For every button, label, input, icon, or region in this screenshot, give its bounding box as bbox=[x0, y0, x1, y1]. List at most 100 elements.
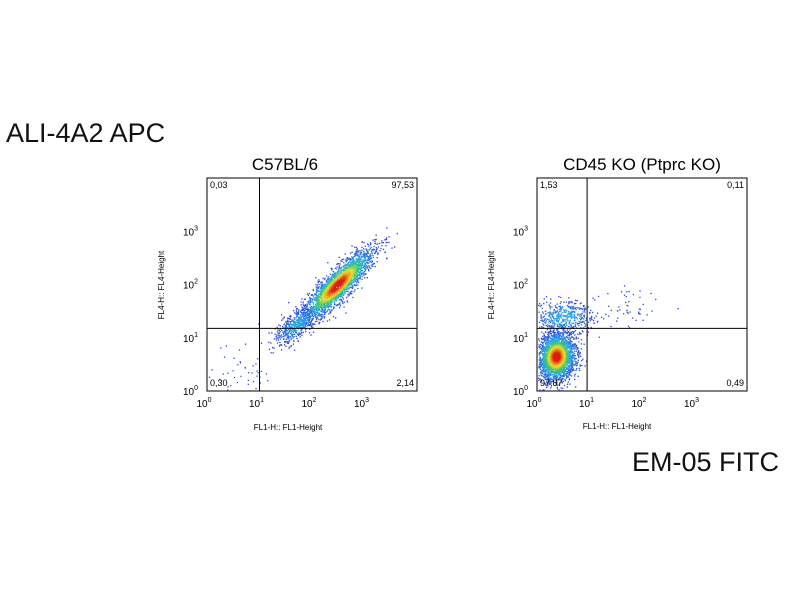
event-dot bbox=[255, 388, 257, 390]
event-dot bbox=[575, 338, 577, 340]
event-dot bbox=[552, 375, 554, 378]
event-dot bbox=[318, 283, 320, 286]
event-dot bbox=[377, 252, 379, 254]
event-dot bbox=[598, 336, 600, 338]
event-dot bbox=[297, 319, 300, 321]
event-dot bbox=[562, 378, 564, 380]
event-dot bbox=[580, 308, 583, 310]
event-dot bbox=[538, 351, 541, 354]
event-dot bbox=[303, 306, 305, 308]
event-dot bbox=[571, 300, 573, 303]
event-dot bbox=[361, 249, 363, 251]
event-dot bbox=[542, 367, 544, 369]
event-dot bbox=[567, 351, 569, 353]
event-dot bbox=[545, 296, 548, 298]
event-dot bbox=[567, 371, 569, 373]
event-dot bbox=[364, 252, 366, 254]
event-dot bbox=[549, 366, 551, 368]
event-dot bbox=[321, 289, 323, 292]
event-dot bbox=[315, 283, 317, 286]
event-dot bbox=[277, 339, 280, 341]
event-dot bbox=[546, 342, 548, 344]
event-dot bbox=[553, 331, 555, 333]
event-dot bbox=[317, 298, 319, 300]
event-dot bbox=[283, 332, 285, 334]
event-dot bbox=[575, 362, 577, 364]
event-dot bbox=[568, 358, 570, 361]
event-dot bbox=[569, 345, 572, 347]
event-dot bbox=[559, 377, 562, 379]
event-dot bbox=[544, 354, 546, 357]
event-dot bbox=[362, 256, 364, 258]
event-dot bbox=[282, 331, 284, 333]
event-dot bbox=[329, 280, 331, 282]
event-dot bbox=[571, 365, 573, 367]
event-dot bbox=[355, 252, 358, 254]
event-dot bbox=[359, 278, 361, 280]
event-dot bbox=[293, 310, 295, 312]
event-dot bbox=[339, 295, 341, 297]
event-dot bbox=[549, 336, 551, 338]
event-dot bbox=[317, 295, 320, 297]
event-dot bbox=[377, 246, 379, 248]
event-dot bbox=[385, 241, 387, 244]
event-dot bbox=[290, 332, 293, 334]
event-dot bbox=[560, 368, 562, 371]
event-dot bbox=[363, 248, 365, 250]
event-dot bbox=[311, 317, 313, 320]
event-dot bbox=[561, 306, 564, 308]
event-dot bbox=[555, 331, 557, 334]
event-dot bbox=[569, 329, 571, 331]
event-dot bbox=[317, 302, 319, 305]
event-dot bbox=[607, 315, 610, 317]
event-dot bbox=[567, 372, 570, 374]
event-dot bbox=[219, 378, 221, 381]
event-dot bbox=[317, 314, 320, 317]
event-dot bbox=[551, 371, 553, 373]
event-dot bbox=[324, 284, 327, 286]
event-dot bbox=[565, 370, 567, 372]
event-dot bbox=[361, 272, 363, 274]
event-dot bbox=[313, 297, 315, 299]
event-dot bbox=[538, 365, 540, 367]
event-dot bbox=[564, 369, 566, 371]
event-dot bbox=[349, 281, 351, 284]
event-dot bbox=[361, 269, 363, 272]
event-dot bbox=[327, 295, 329, 297]
event-dot bbox=[291, 330, 293, 332]
event-dot bbox=[567, 356, 570, 358]
event-dot bbox=[371, 249, 373, 251]
event-dot bbox=[343, 269, 345, 271]
event-dot bbox=[344, 276, 346, 279]
event-dot bbox=[366, 253, 368, 255]
event-dot bbox=[550, 326, 552, 328]
event-dot bbox=[347, 271, 349, 273]
event-dot bbox=[579, 307, 581, 309]
event-dot bbox=[554, 374, 556, 376]
event-dot bbox=[311, 307, 313, 309]
event-dot bbox=[545, 348, 547, 350]
event-dot bbox=[538, 375, 540, 377]
event-dot bbox=[544, 321, 546, 323]
event-dot bbox=[307, 307, 309, 309]
event-dot bbox=[328, 279, 330, 281]
event-dot bbox=[307, 320, 309, 322]
panel-title: CD45 KO (Ptprc KO) bbox=[563, 155, 721, 174]
event-dot bbox=[268, 332, 270, 334]
event-dot bbox=[342, 278, 344, 280]
event-dot bbox=[279, 336, 281, 338]
event-dot bbox=[544, 351, 546, 353]
event-dot bbox=[553, 339, 555, 341]
event-dot bbox=[385, 238, 388, 241]
event-dot bbox=[361, 278, 363, 280]
event-dot bbox=[574, 373, 576, 375]
event-dot bbox=[575, 361, 577, 363]
event-dot bbox=[362, 259, 364, 261]
event-dot bbox=[571, 350, 573, 353]
event-dot bbox=[556, 325, 559, 328]
event-dot bbox=[332, 281, 334, 283]
event-dot bbox=[570, 325, 572, 327]
event-dot bbox=[543, 361, 545, 363]
event-dot bbox=[323, 298, 326, 300]
event-dot bbox=[334, 303, 336, 306]
